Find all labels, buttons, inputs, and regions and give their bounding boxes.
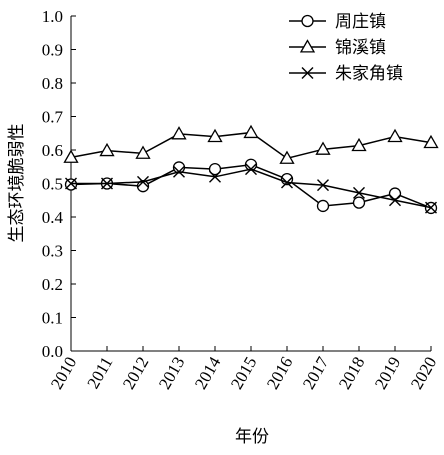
series-3: [65, 163, 437, 214]
series-3-point-stroke-2: [389, 194, 401, 207]
series-3-point-stroke-2: [353, 186, 365, 199]
legend-item-2: 锦溪镇: [289, 38, 386, 58]
y-tick-label: 0.1: [42, 309, 63, 328]
series-3-point-stroke-2: [281, 176, 293, 189]
series-2-point: [171, 126, 187, 140]
legend-marker: [301, 14, 314, 28]
y-tick-label: 0.6: [42, 141, 63, 160]
y-tick-label: 1.0: [42, 7, 63, 26]
legend-item-3: 朱家角镇: [289, 64, 403, 84]
x-tick-label: 2014: [191, 353, 225, 392]
y-tick-label: 0.2: [42, 275, 63, 294]
series-1-point: [388, 187, 402, 200]
x-tick-label: 2016: [263, 354, 296, 393]
y-axis-title: 生态环境脆弱性: [7, 124, 27, 243]
series-1-point: [172, 161, 186, 174]
series-1-line: [70, 163, 432, 209]
series-3-point: [317, 179, 329, 192]
series-3-point: [173, 165, 185, 178]
series-3-point: [281, 176, 293, 189]
series-1-point: [64, 178, 78, 191]
legend-label: 朱家角镇: [335, 64, 403, 84]
series-3-point: [209, 170, 221, 183]
x-tick-label: 2020: [407, 354, 440, 393]
series-3-point-stroke-2: [317, 179, 329, 192]
series-2-point: [135, 145, 151, 159]
x-tick-label: 2012: [119, 354, 152, 393]
series-2-point: [387, 128, 403, 143]
legend-marker: [299, 39, 316, 53]
series-3-point: [137, 175, 149, 188]
series-3-point: [353, 186, 365, 199]
series-1-point: [244, 158, 258, 171]
y-tick-label: 0.9: [42, 41, 63, 60]
series-3-point-stroke-2: [137, 175, 149, 188]
y-tick-label: 0.8: [42, 74, 63, 93]
series-3-point: [65, 177, 77, 190]
legend-label: 周庄镇: [335, 12, 386, 32]
series-3-point-stroke-2: [101, 177, 113, 190]
series-2-point: [207, 128, 223, 143]
y-tick-label: 0.7: [42, 108, 64, 127]
series-2-point: [279, 150, 295, 164]
series-3-point: [389, 194, 401, 207]
series-2-point: [243, 124, 259, 139]
series-3-point-stroke-2: [245, 163, 257, 176]
series-1-point: [136, 180, 150, 193]
y-tick-label: 0.5: [42, 175, 63, 194]
series-3-point-stroke-2: [173, 165, 185, 178]
series-2-point: [99, 142, 115, 157]
series-2-point: [351, 137, 367, 152]
series-3-point-stroke-2: [425, 201, 437, 214]
series-3-point: [101, 177, 113, 190]
series-2: [63, 124, 439, 164]
y-tick-label: 0.0: [42, 342, 63, 361]
y-tick-label: 0.3: [42, 242, 63, 261]
x-axis-title: 年份: [235, 427, 269, 447]
series-3-point: [245, 163, 257, 176]
series-1-point: [208, 162, 222, 176]
legend-marker: [301, 67, 314, 79]
legend-item-1: 周庄镇: [289, 12, 386, 32]
series-1-point: [316, 199, 330, 213]
x-tick-label: 2015: [227, 354, 260, 393]
series-2-point: [63, 149, 79, 163]
series-layer: [63, 124, 439, 215]
x-tick-label: 2017: [299, 353, 333, 392]
series-3-point: [425, 201, 437, 214]
x-tick-label: 2018: [335, 354, 368, 393]
series-2-point: [315, 141, 331, 155]
series-3-line: [71, 168, 432, 209]
legend-marker-stroke-2: [301, 67, 314, 79]
x-tick-label: 2011: [83, 354, 116, 392]
legend-label: 锦溪镇: [335, 38, 386, 58]
x-tick-label: 2019: [371, 354, 404, 393]
series-1: [64, 158, 438, 215]
series-3-point-stroke-2: [209, 170, 221, 183]
x-tick-label: 2013: [155, 354, 188, 393]
series-3-point-stroke-2: [65, 177, 77, 190]
series-1-point: [352, 196, 366, 209]
y-tick-label: 0.4: [42, 208, 64, 227]
series-2-point: [423, 134, 439, 149]
